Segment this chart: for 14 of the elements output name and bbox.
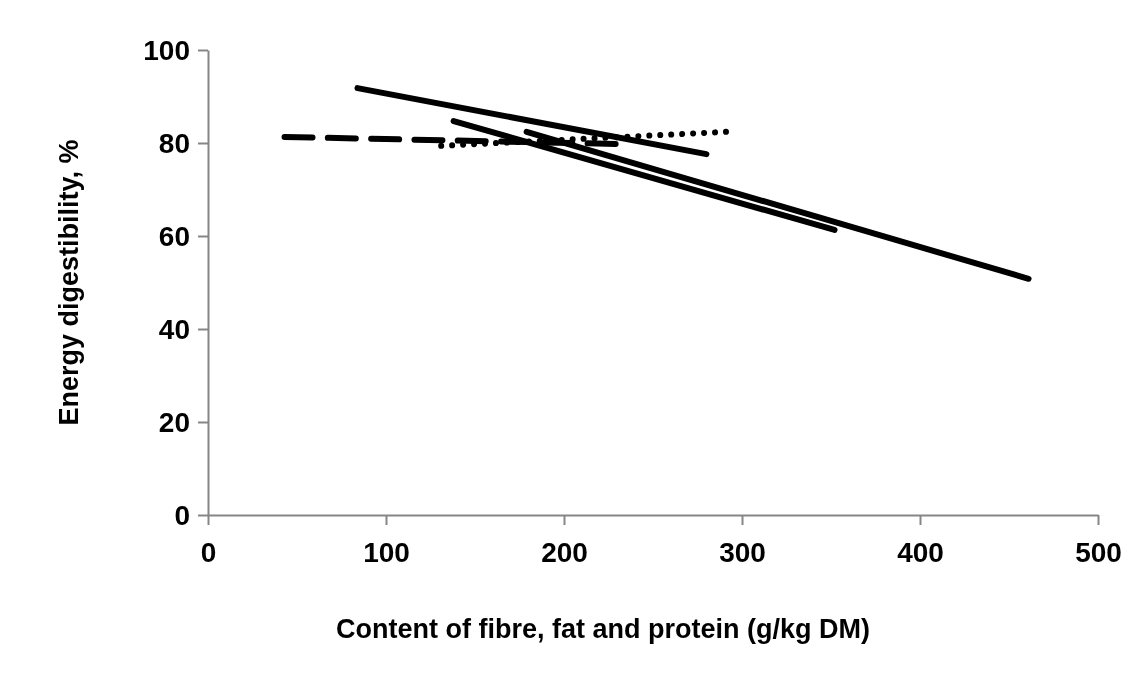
y-tick-label: 60 bbox=[158, 221, 190, 253]
y-tick-label: 80 bbox=[158, 128, 190, 160]
x-tick-label: 300 bbox=[719, 536, 766, 568]
y-tick-label: 20 bbox=[158, 407, 190, 439]
x-tick-label: 500 bbox=[1075, 536, 1122, 568]
x-axis-title: Content of fibre, fat and protein (g/kg DM) bbox=[336, 614, 870, 644]
y-tick-label: 100 bbox=[143, 35, 190, 67]
x-tick-label: 0 bbox=[200, 536, 217, 568]
y-tick-label: 0 bbox=[174, 500, 190, 532]
y-axis-title: Energy digestibility, % bbox=[54, 139, 84, 426]
x-tick-label: 100 bbox=[363, 536, 410, 568]
x-tick-label: 200 bbox=[541, 536, 588, 568]
x-tick-label: 400 bbox=[897, 536, 944, 568]
y-tick-label: 40 bbox=[158, 314, 190, 346]
